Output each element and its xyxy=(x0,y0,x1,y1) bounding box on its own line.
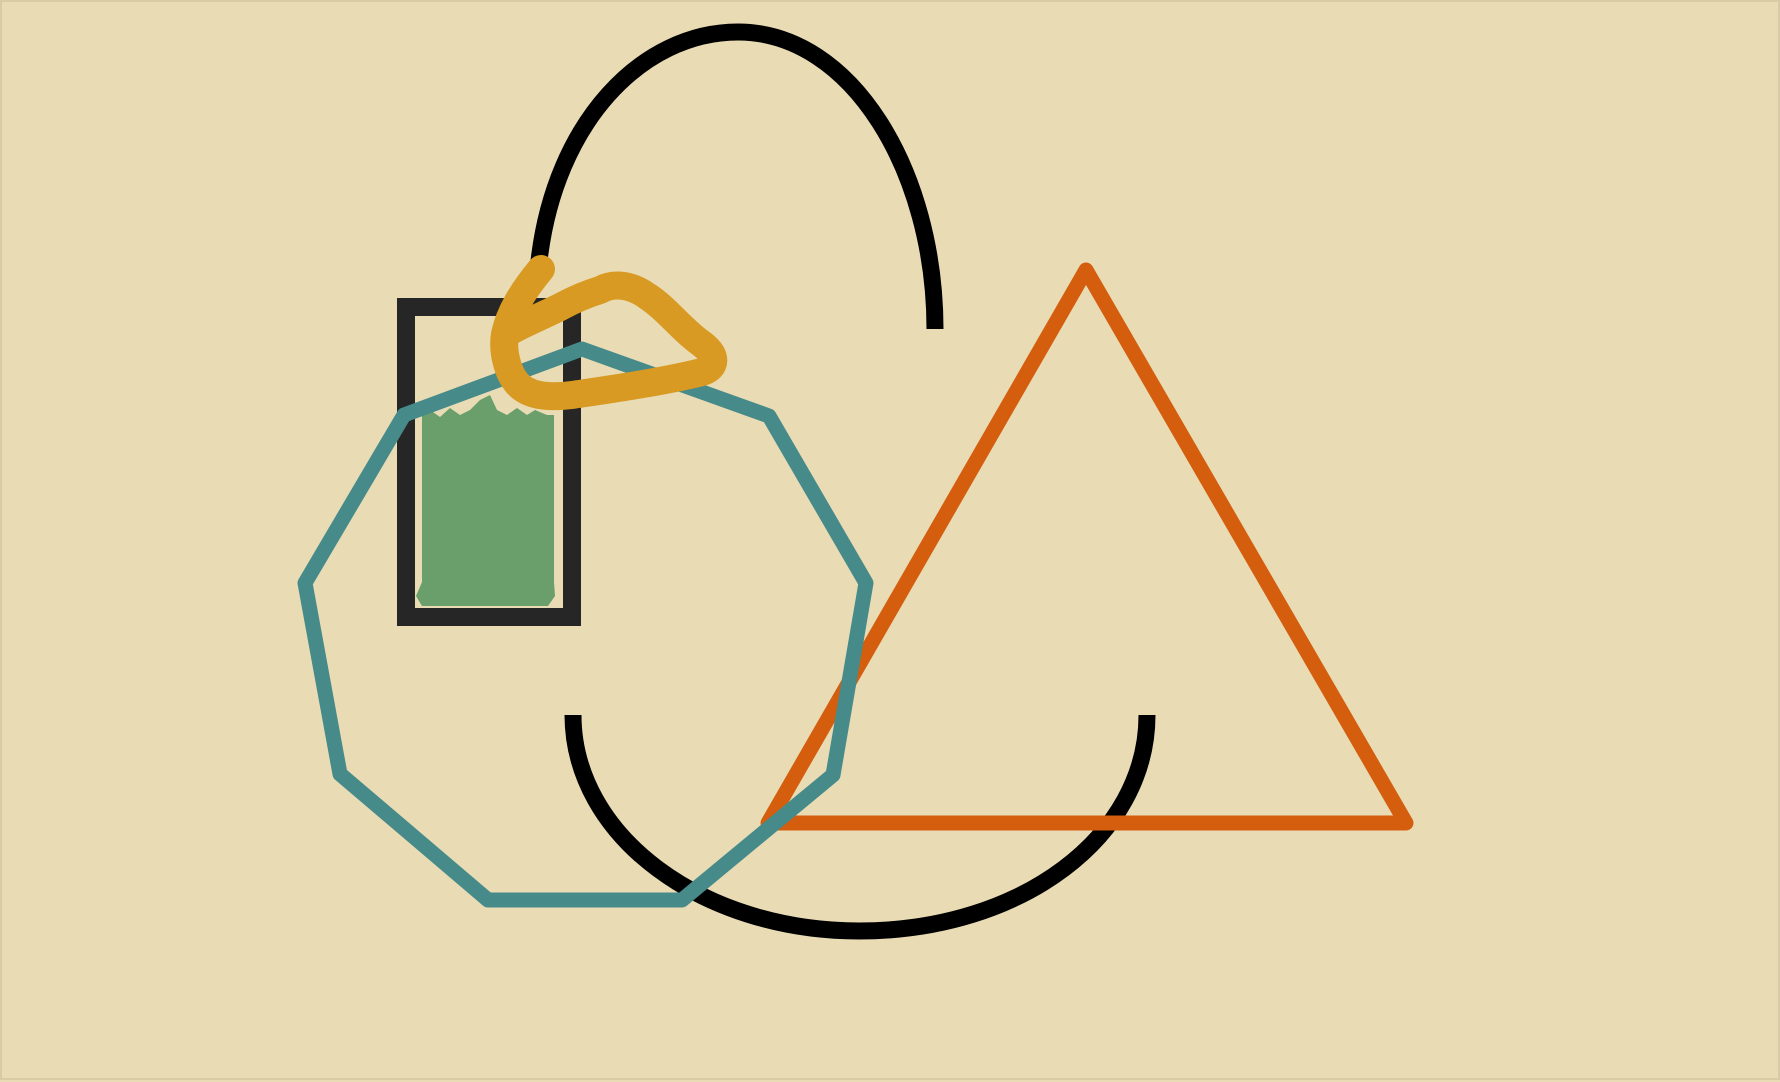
rectangle[interactable] xyxy=(397,298,581,626)
green-scribble-strokes xyxy=(429,404,543,590)
nonagon[interactable] xyxy=(297,341,874,908)
yellow-scribble[interactable] xyxy=(490,255,728,411)
green-scribble-body xyxy=(416,395,555,606)
top-arc[interactable] xyxy=(530,23,944,330)
green-scribble[interactable] xyxy=(416,395,555,606)
triangle[interactable] xyxy=(760,262,1414,831)
